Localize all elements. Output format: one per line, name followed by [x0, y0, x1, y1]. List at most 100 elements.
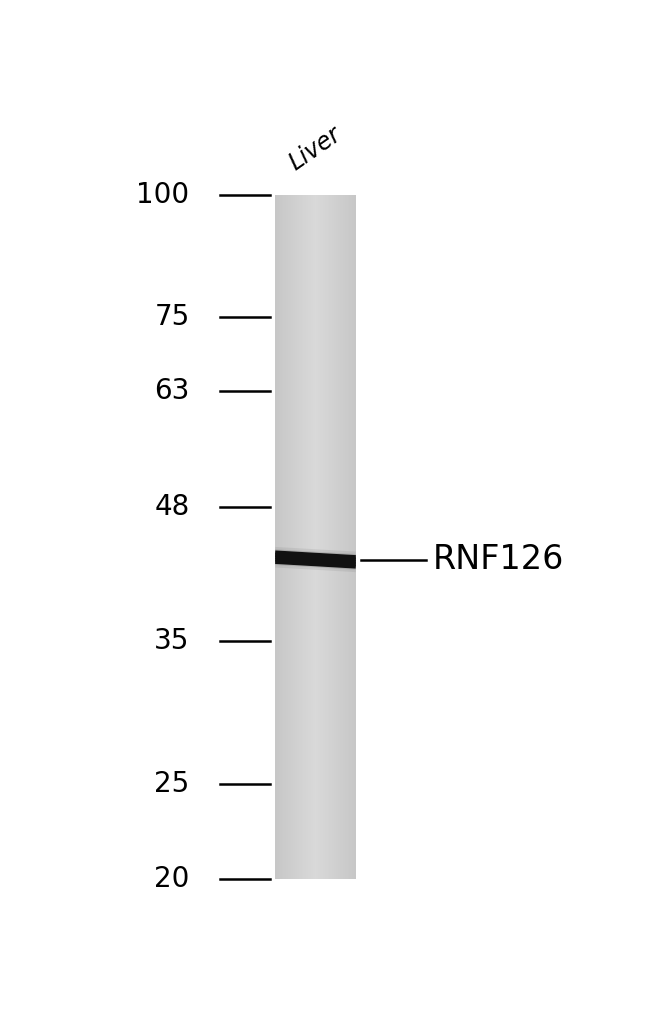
Bar	[285, 195, 286, 879]
Bar	[309, 195, 310, 879]
Bar	[322, 195, 323, 879]
Bar	[312, 195, 313, 879]
Bar	[307, 195, 309, 879]
Bar	[280, 195, 281, 879]
Bar	[337, 195, 338, 879]
Bar	[317, 195, 318, 879]
Bar	[294, 195, 295, 879]
Bar	[283, 195, 284, 879]
Bar	[345, 195, 346, 879]
Bar	[321, 195, 322, 879]
Bar	[327, 195, 328, 879]
Bar	[315, 195, 316, 879]
Bar	[313, 195, 315, 879]
Bar	[281, 195, 283, 879]
Bar	[277, 195, 278, 879]
Bar	[278, 195, 280, 879]
Text: 100: 100	[136, 181, 190, 209]
Bar	[355, 195, 356, 879]
Bar	[310, 195, 311, 879]
Bar	[292, 195, 293, 879]
Bar	[276, 195, 278, 879]
Bar	[354, 195, 356, 879]
Bar	[307, 195, 308, 879]
Text: 63: 63	[154, 377, 190, 406]
Bar	[349, 195, 350, 879]
Bar	[320, 195, 321, 879]
Bar	[304, 195, 305, 879]
Bar	[346, 195, 348, 879]
Bar	[314, 195, 315, 879]
Bar	[300, 195, 301, 879]
Bar	[324, 195, 325, 879]
Bar	[280, 195, 281, 879]
Bar	[334, 195, 335, 879]
Text: 48: 48	[154, 492, 190, 521]
Bar	[348, 195, 349, 879]
Bar	[298, 195, 300, 879]
Bar	[347, 195, 348, 879]
Bar	[275, 195, 276, 879]
Bar	[354, 195, 355, 879]
Bar	[281, 195, 282, 879]
Text: 75: 75	[154, 303, 190, 331]
Bar	[293, 195, 294, 879]
Text: 20: 20	[154, 865, 190, 893]
Text: 25: 25	[154, 770, 190, 798]
Bar	[340, 195, 341, 879]
Bar	[305, 195, 306, 879]
Bar	[352, 195, 354, 879]
Bar	[283, 195, 285, 879]
Bar	[291, 195, 292, 879]
Bar	[324, 195, 326, 879]
Bar	[339, 195, 340, 879]
Bar	[300, 195, 302, 879]
Bar	[320, 195, 322, 879]
Bar	[323, 195, 324, 879]
Text: 35: 35	[154, 627, 190, 655]
Bar	[288, 195, 289, 879]
Bar	[315, 195, 317, 879]
Bar	[296, 195, 298, 879]
Bar	[344, 195, 346, 879]
Bar	[301, 195, 302, 879]
Bar	[351, 195, 352, 879]
Bar	[287, 195, 288, 879]
Bar	[332, 195, 333, 879]
Bar	[278, 195, 279, 879]
Bar	[331, 195, 332, 879]
Bar	[326, 195, 328, 879]
Bar	[294, 195, 296, 879]
Bar	[297, 195, 298, 879]
Bar	[343, 195, 344, 879]
Bar	[287, 195, 289, 879]
Bar	[341, 195, 343, 879]
Bar	[318, 195, 320, 879]
Bar	[337, 195, 339, 879]
Bar	[298, 195, 299, 879]
Text: RNF126: RNF126	[432, 543, 564, 576]
Bar	[335, 195, 336, 879]
Bar	[342, 195, 343, 879]
Text: Liver: Liver	[285, 122, 346, 176]
Bar	[317, 195, 318, 879]
Bar	[341, 195, 342, 879]
Bar	[332, 195, 333, 879]
Bar	[344, 195, 345, 879]
Bar	[333, 195, 335, 879]
Bar	[348, 195, 350, 879]
Bar	[303, 195, 304, 879]
Bar	[330, 195, 332, 879]
Bar	[352, 195, 353, 879]
Bar	[318, 195, 319, 879]
Bar	[311, 195, 312, 879]
Bar	[285, 195, 287, 879]
Bar	[350, 195, 352, 879]
Bar	[325, 195, 326, 879]
Bar	[328, 195, 329, 879]
Bar	[290, 195, 291, 879]
Bar	[308, 195, 309, 879]
Bar	[328, 195, 330, 879]
Bar	[289, 195, 290, 879]
Bar	[284, 195, 285, 879]
